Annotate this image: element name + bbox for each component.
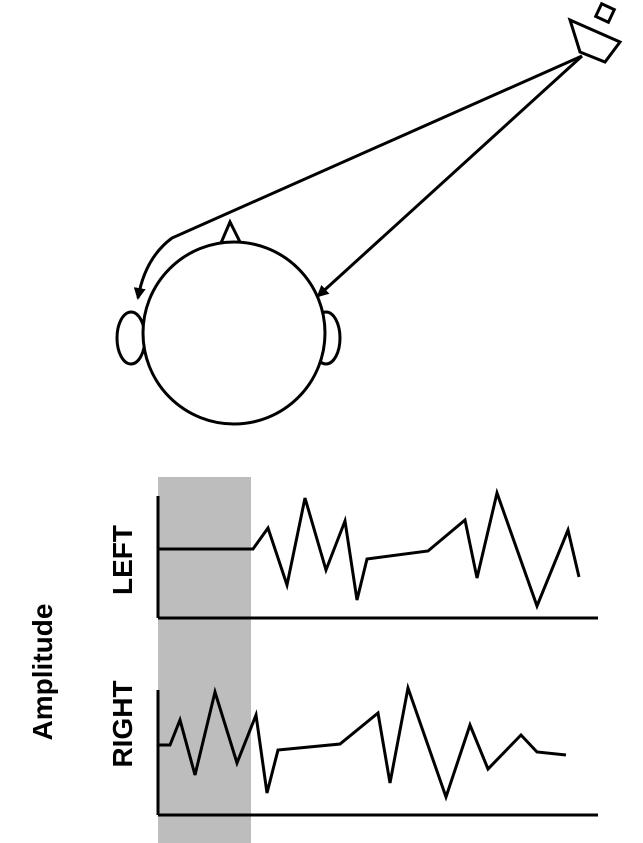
sound-paths bbox=[133, 54, 584, 300]
left-waveform bbox=[158, 487, 581, 611]
head-outline bbox=[141, 240, 327, 426]
path-to-right-ear bbox=[316, 54, 584, 298]
head-icon bbox=[115, 218, 342, 426]
loudspeaker-icon bbox=[567, 1, 623, 64]
waveforms bbox=[158, 487, 581, 802]
shaded-delay-region bbox=[158, 477, 251, 843]
left-ear bbox=[115, 310, 147, 366]
path-to-left-ear bbox=[133, 54, 583, 300]
left-channel-label: LEFT bbox=[107, 525, 138, 595]
amplitude-label: Amplitude bbox=[27, 604, 58, 741]
axes bbox=[156, 496, 598, 817]
right-channel-label: RIGHT bbox=[107, 680, 138, 767]
right-waveform bbox=[158, 682, 567, 802]
